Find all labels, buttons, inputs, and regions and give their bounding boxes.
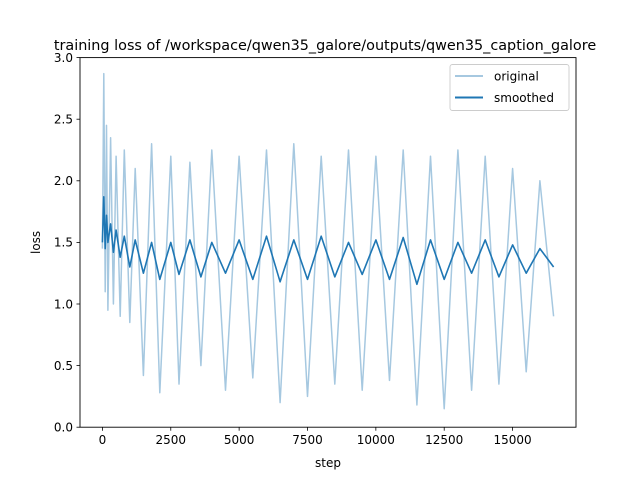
x-tick-label: 7500 bbox=[292, 433, 323, 447]
legend-label-original: original bbox=[494, 70, 539, 84]
y-axis-label: loss bbox=[29, 231, 43, 254]
legend: original smoothed bbox=[449, 64, 570, 111]
y-axis: 0.0 0.5 1.0 1.5 2.0 2.5 3.0 bbox=[54, 51, 80, 435]
legend-label-smoothed: smoothed bbox=[494, 91, 554, 105]
y-tick-label: 0.5 bbox=[54, 359, 73, 373]
x-tick-label: 15000 bbox=[493, 433, 531, 447]
x-tick-label: 10000 bbox=[357, 433, 395, 447]
x-tick-label: 2500 bbox=[156, 433, 187, 447]
y-tick-label: 1.5 bbox=[54, 236, 73, 250]
x-axis: 0 2500 5000 7500 10000 12500 15000 bbox=[99, 427, 532, 447]
y-tick-label: 0.0 bbox=[54, 421, 73, 435]
chart-title: training loss of /workspace/qwen35_galor… bbox=[54, 38, 597, 54]
y-tick-label: 3.0 bbox=[54, 51, 73, 65]
x-tick-label: 12500 bbox=[425, 433, 463, 447]
y-tick-label: 1.0 bbox=[54, 297, 73, 311]
x-axis-label: step bbox=[315, 456, 341, 470]
y-tick-label: 2.0 bbox=[54, 174, 73, 188]
series-line-original bbox=[101, 72, 555, 410]
x-tick-label: 0 bbox=[99, 433, 107, 447]
x-tick-label: 5000 bbox=[224, 433, 255, 447]
series-line-smoothed bbox=[101, 196, 555, 286]
y-tick-label: 2.5 bbox=[54, 113, 73, 127]
series-layer bbox=[101, 72, 555, 410]
